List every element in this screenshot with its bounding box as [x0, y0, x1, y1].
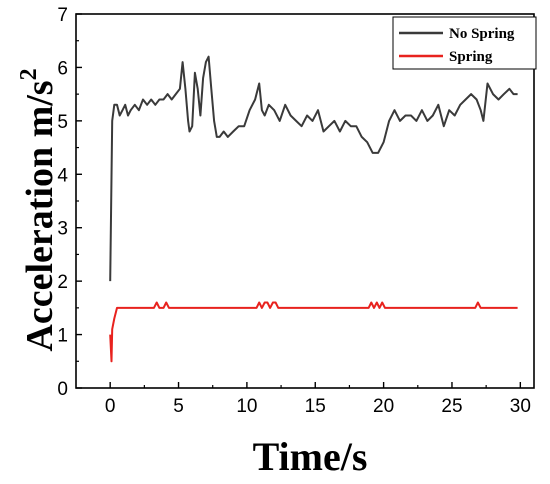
y-tick-label: 6 [57, 58, 68, 79]
plot-frame [75, 13, 535, 389]
y-tick-label: 7 [57, 5, 68, 26]
x-tick-label: 10 [236, 396, 257, 417]
y-tick-label: 0 [57, 379, 68, 400]
legend-box [392, 16, 537, 70]
y-axis-label: Acceleration m/s2 [16, 68, 61, 351]
x-tick-label: 15 [305, 396, 326, 417]
y-tick-label: 1 [57, 326, 68, 347]
legend-label-spring: Spring [449, 49, 493, 65]
series-line-no-spring [109, 55, 518, 282]
y-tick-label: 5 [57, 112, 68, 133]
y-axis-label-main: Acceleration m/s [19, 80, 61, 351]
y-axis-label-superscript: 2 [16, 68, 42, 80]
series-layer [109, 55, 518, 363]
x-tick-label: 0 [105, 396, 116, 417]
series-line-spring [109, 301, 518, 363]
x-tick-label: 30 [510, 396, 531, 417]
legend-label-no-spring: No Spring [449, 26, 515, 42]
y-tick-label: 4 [57, 165, 68, 186]
y-tick-label: 3 [57, 219, 68, 240]
y-tick-labels: 0 1 2 3 4 5 6 7 [57, 5, 68, 400]
x-tick-label: 20 [373, 396, 394, 417]
axis-ticks [76, 13, 522, 389]
x-tick-label: 25 [441, 396, 462, 417]
y-tick-label: 2 [57, 272, 68, 293]
x-axis-label: Time/s [253, 434, 368, 479]
x-tick-label: 5 [173, 396, 184, 417]
legend: No Spring Spring [392, 16, 537, 70]
x-tick-labels: 0 5 10 15 20 25 30 [105, 396, 531, 417]
